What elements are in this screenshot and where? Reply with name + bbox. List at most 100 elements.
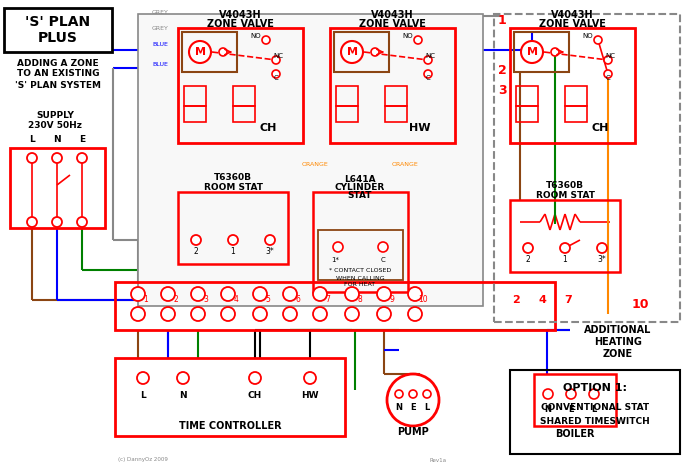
Circle shape xyxy=(262,36,270,44)
Text: T6360B: T6360B xyxy=(546,182,584,190)
Bar xyxy=(534,374,616,426)
Circle shape xyxy=(345,287,359,301)
Bar xyxy=(10,148,105,228)
Text: SHARED TIMESWITCH: SHARED TIMESWITCH xyxy=(540,417,650,426)
Bar xyxy=(516,86,538,106)
Text: 1: 1 xyxy=(230,248,235,256)
Circle shape xyxy=(27,217,37,227)
Bar xyxy=(510,370,680,454)
Circle shape xyxy=(414,36,422,44)
Text: ZONE: ZONE xyxy=(603,349,633,359)
Circle shape xyxy=(408,307,422,321)
Text: GREY: GREY xyxy=(152,25,169,30)
Text: NC: NC xyxy=(425,53,435,59)
Text: L641A: L641A xyxy=(344,175,376,183)
Text: ORANGE: ORANGE xyxy=(392,162,418,168)
Bar xyxy=(334,32,389,72)
Text: V4043H: V4043H xyxy=(371,10,413,20)
Circle shape xyxy=(551,48,559,56)
Text: C: C xyxy=(381,257,386,263)
Text: N: N xyxy=(395,403,402,412)
Bar xyxy=(178,192,288,264)
Text: CONVENTIONAL STAT: CONVENTIONAL STAT xyxy=(541,403,649,412)
Bar xyxy=(233,106,255,122)
Text: ADDING A ZONE: ADDING A ZONE xyxy=(17,58,99,67)
Text: OPTION 1:: OPTION 1: xyxy=(563,383,627,393)
Text: TO AN EXISTING: TO AN EXISTING xyxy=(17,70,99,79)
Circle shape xyxy=(77,217,87,227)
Text: FOR HEAT: FOR HEAT xyxy=(344,283,375,287)
Bar xyxy=(565,86,587,106)
Circle shape xyxy=(177,372,189,384)
Text: HEATING: HEATING xyxy=(594,337,642,347)
Text: 'S' PLAN: 'S' PLAN xyxy=(26,15,90,29)
Bar xyxy=(233,86,255,106)
Circle shape xyxy=(52,217,62,227)
Text: C: C xyxy=(426,75,431,81)
Text: CYLINDER: CYLINDER xyxy=(335,183,385,191)
Circle shape xyxy=(377,307,391,321)
Text: GREY: GREY xyxy=(152,9,169,15)
Circle shape xyxy=(313,307,327,321)
Text: 2: 2 xyxy=(498,64,506,76)
Text: (c) DannyOz 2009: (c) DannyOz 2009 xyxy=(118,458,168,462)
Text: T6360B: T6360B xyxy=(214,174,252,183)
Text: CH: CH xyxy=(259,123,277,133)
Text: 6: 6 xyxy=(295,295,300,305)
Text: 8: 8 xyxy=(357,295,362,305)
Circle shape xyxy=(253,287,267,301)
Text: 2: 2 xyxy=(174,295,179,305)
Text: ORANGE: ORANGE xyxy=(302,162,328,168)
Bar xyxy=(115,358,345,436)
Circle shape xyxy=(378,242,388,252)
Text: 1: 1 xyxy=(498,14,506,27)
Circle shape xyxy=(137,372,149,384)
Text: NO: NO xyxy=(582,33,593,39)
Bar xyxy=(494,14,680,322)
Bar xyxy=(516,106,538,122)
Text: ZONE VALVE: ZONE VALVE xyxy=(359,19,426,29)
Text: L: L xyxy=(140,390,146,400)
Circle shape xyxy=(543,389,553,399)
Circle shape xyxy=(228,235,238,245)
Circle shape xyxy=(191,307,205,321)
Text: 7: 7 xyxy=(564,295,572,305)
Text: M: M xyxy=(346,47,357,57)
Circle shape xyxy=(272,56,280,64)
Bar xyxy=(184,86,206,106)
Text: L: L xyxy=(591,404,597,414)
Circle shape xyxy=(313,287,327,301)
Text: PLUS: PLUS xyxy=(38,31,78,45)
Bar xyxy=(318,230,403,280)
Text: HW: HW xyxy=(302,390,319,400)
Text: E: E xyxy=(568,404,574,414)
Text: PUMP: PUMP xyxy=(397,427,429,437)
Bar xyxy=(184,106,206,122)
Circle shape xyxy=(424,70,432,78)
Bar xyxy=(510,200,620,272)
Circle shape xyxy=(377,287,391,301)
Text: NO: NO xyxy=(250,33,262,39)
Text: L: L xyxy=(29,136,35,145)
Bar xyxy=(385,106,407,122)
Bar xyxy=(510,28,635,143)
Bar xyxy=(565,106,587,122)
Text: 3*: 3* xyxy=(266,248,275,256)
Text: ZONE VALVE: ZONE VALVE xyxy=(206,19,273,29)
Text: V4043H: V4043H xyxy=(219,10,262,20)
Circle shape xyxy=(221,307,235,321)
Text: BOILER: BOILER xyxy=(555,429,595,439)
Circle shape xyxy=(161,307,175,321)
Circle shape xyxy=(387,374,439,426)
Circle shape xyxy=(219,48,227,56)
Text: BLUE: BLUE xyxy=(152,42,168,46)
Bar xyxy=(336,86,358,106)
Text: CH: CH xyxy=(591,123,609,133)
Text: C: C xyxy=(606,75,611,81)
Text: HW: HW xyxy=(409,123,431,133)
Text: N: N xyxy=(53,136,61,145)
Text: 3: 3 xyxy=(498,83,506,96)
Text: 5: 5 xyxy=(266,295,270,305)
Bar xyxy=(4,8,112,52)
Text: 'S' PLAN SYSTEM: 'S' PLAN SYSTEM xyxy=(15,80,101,89)
